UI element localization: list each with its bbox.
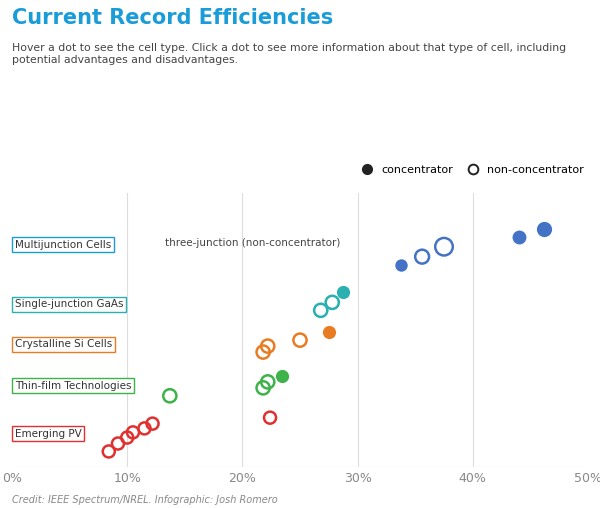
Point xyxy=(128,428,138,436)
Text: Emerging PV: Emerging PV xyxy=(15,429,82,438)
Point xyxy=(397,261,406,269)
Point xyxy=(265,414,275,422)
Point xyxy=(277,372,286,380)
Text: Multijunction Cells: Multijunction Cells xyxy=(15,240,111,250)
Point xyxy=(418,252,427,261)
Point xyxy=(259,384,268,392)
Point xyxy=(263,342,272,350)
Point xyxy=(295,336,305,344)
Text: Crystalline Si Cells: Crystalline Si Cells xyxy=(15,339,112,349)
Point xyxy=(338,289,347,297)
Point xyxy=(316,306,326,314)
Text: Hover a dot to see the cell type. Click a dot to see more information about that: Hover a dot to see the cell type. Click … xyxy=(12,43,566,65)
Point xyxy=(122,433,132,441)
Text: Single-junction GaAs: Single-junction GaAs xyxy=(15,299,124,309)
Legend: concentrator, non-concentrator: concentrator, non-concentrator xyxy=(351,161,589,179)
Point xyxy=(439,243,449,251)
Point xyxy=(263,378,272,386)
Point xyxy=(113,439,123,448)
Text: Thin-film Technologies: Thin-film Technologies xyxy=(15,381,131,391)
Point xyxy=(148,420,157,428)
Text: three-junction (non-concentrator): three-junction (non-concentrator) xyxy=(165,238,340,248)
Point xyxy=(539,225,549,233)
Point xyxy=(328,298,337,306)
Text: Current Record Efficiencies: Current Record Efficiencies xyxy=(12,8,333,27)
Point xyxy=(140,424,149,432)
Point xyxy=(514,233,524,241)
Point xyxy=(104,448,113,456)
Point xyxy=(165,392,175,400)
Point xyxy=(324,328,334,336)
Point xyxy=(259,348,268,356)
Text: Credit: IEEE Spectrum/NREL. Infographic: Josh Romero: Credit: IEEE Spectrum/NREL. Infographic:… xyxy=(12,495,278,505)
